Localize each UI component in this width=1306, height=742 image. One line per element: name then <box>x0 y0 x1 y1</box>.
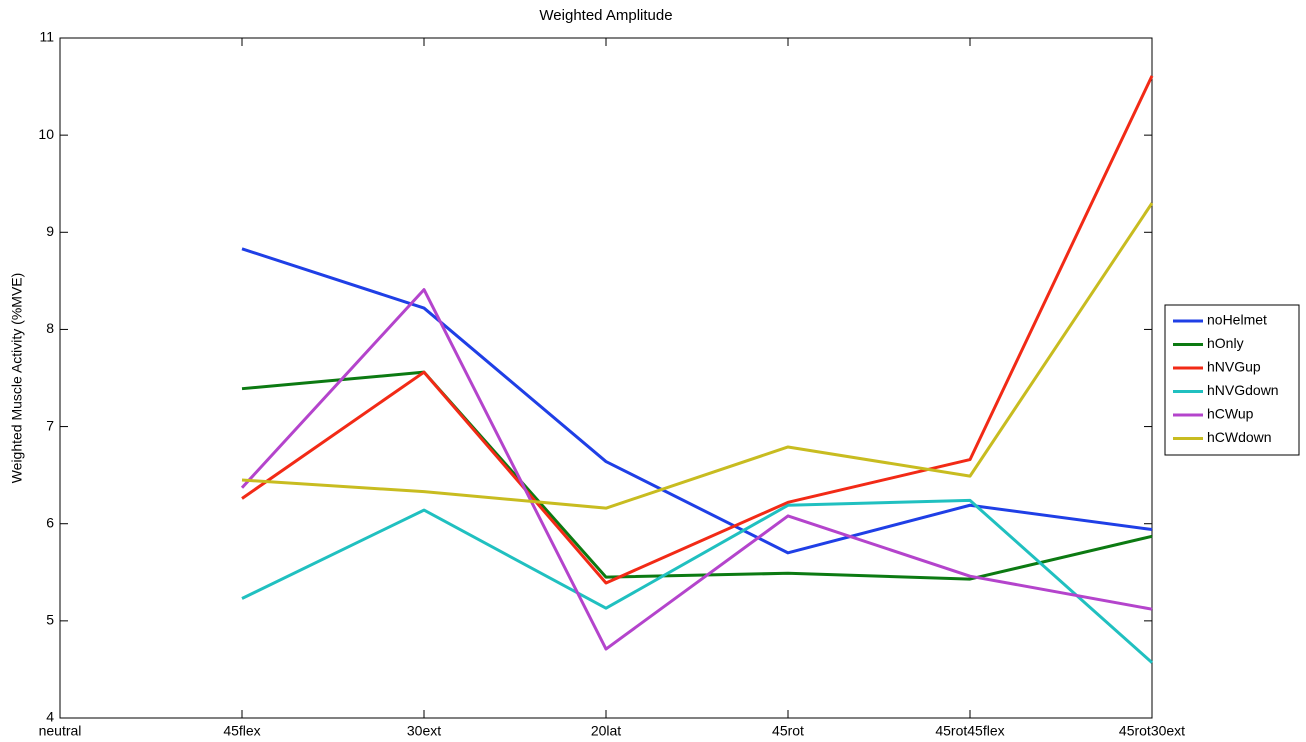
y-tick-label: 8 <box>46 320 54 336</box>
data-line <box>241 498 1153 664</box>
plot-frame <box>59 37 1153 719</box>
x-tick-label: 30ext <box>407 723 441 739</box>
y-axis-label: Weighted Muscle Activity (%MVE) <box>9 273 25 484</box>
y-tick-label: 10 <box>38 126 54 142</box>
x-tick-label: 20lat <box>591 723 621 739</box>
y-tick-label: 11 <box>39 29 54 45</box>
data-line <box>241 247 1153 555</box>
x-tick-label: neutral <box>39 723 82 739</box>
data-line <box>241 75 1154 585</box>
legend-label: noHelmet <box>1207 312 1267 328</box>
data-line <box>241 370 1153 581</box>
legend-label: hNVGup <box>1207 359 1261 375</box>
legend-label: hOnly <box>1207 335 1244 351</box>
chart-title: Weighted Amplitude <box>539 7 672 24</box>
legend-box <box>1164 304 1300 456</box>
x-tick-label: 45rot30ext <box>1119 723 1185 739</box>
data-line <box>240 288 1153 651</box>
legend-label: hNVGdown <box>1207 382 1279 398</box>
legend-label: hCWup <box>1207 406 1254 422</box>
legend-label: hCWdown <box>1207 429 1272 445</box>
y-tick-label: 4 <box>46 709 54 725</box>
y-tick-label: 9 <box>46 223 54 239</box>
x-tick-label: 45rot45flex <box>935 723 1004 739</box>
data-line <box>241 202 1154 510</box>
x-tick-label: 45rot <box>772 723 804 739</box>
y-tick-label: 7 <box>46 417 54 433</box>
y-tick-label: 5 <box>46 612 54 628</box>
y-tick-label: 6 <box>46 514 54 530</box>
x-tick-label: 45flex <box>223 723 260 739</box>
